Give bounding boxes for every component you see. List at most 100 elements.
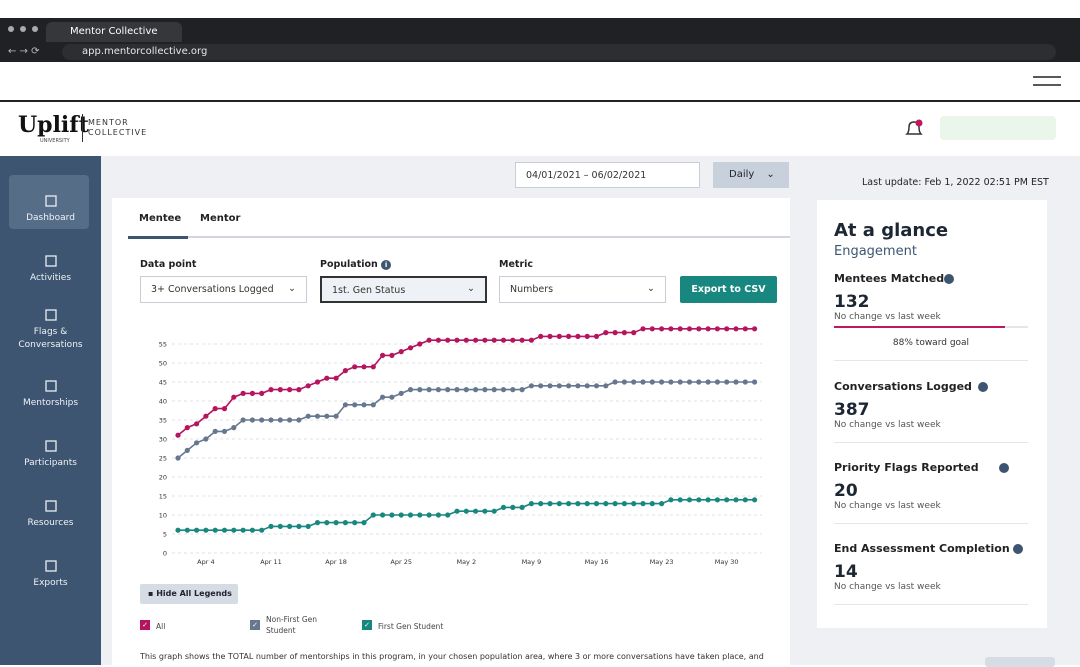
hamburger-menu[interactable] xyxy=(1033,74,1061,88)
browser-tab[interactable]: Mentor Collective xyxy=(46,22,182,42)
data-point xyxy=(463,387,469,393)
data-point xyxy=(426,337,432,343)
data-point xyxy=(649,379,655,385)
data-point xyxy=(240,390,246,396)
notification-bell[interactable] xyxy=(903,118,925,140)
sidebar-item[interactable]: Mentorships xyxy=(0,379,101,410)
chart-caption: This graph shows the TOTAL number of men… xyxy=(140,652,764,661)
data-point xyxy=(212,406,218,412)
data-point xyxy=(677,497,683,503)
data-point xyxy=(733,326,739,332)
sidebar-item[interactable]: Flags & Conversations xyxy=(0,308,101,352)
data-point xyxy=(259,390,265,396)
interval-select[interactable]: Daily ⌄ xyxy=(713,162,789,188)
data-point xyxy=(621,501,628,507)
data-point xyxy=(575,383,581,389)
filter-select[interactable]: 3+ Conversations Logged ⌄ xyxy=(140,276,307,303)
data-point xyxy=(426,387,432,393)
data-point xyxy=(547,383,553,389)
data-point xyxy=(194,421,200,427)
data-point xyxy=(491,387,497,393)
data-point xyxy=(287,387,293,393)
data-point xyxy=(370,402,376,408)
y-tick-label: 20 xyxy=(159,474,167,482)
data-point xyxy=(287,417,293,423)
data-point xyxy=(463,508,469,514)
data-point xyxy=(640,379,646,385)
data-point xyxy=(426,512,432,518)
date-range[interactable]: 04/01/2021 – 06/02/2021 xyxy=(515,162,700,188)
data-point xyxy=(370,512,376,518)
data-point xyxy=(668,497,674,503)
data-point xyxy=(277,387,283,393)
url-bar[interactable]: app.mentorcollective.org xyxy=(62,44,1056,60)
data-point xyxy=(621,379,628,385)
legend-label: First Gen Student xyxy=(378,622,444,631)
data-point xyxy=(584,333,590,339)
data-point xyxy=(333,413,339,419)
data-point xyxy=(398,390,404,396)
data-point xyxy=(593,333,600,339)
data-point xyxy=(500,504,507,510)
filter-select[interactable]: Numbers ⌄ xyxy=(499,276,666,303)
sidebar-icon xyxy=(44,560,57,572)
bottom-button[interactable] xyxy=(985,657,1055,667)
data-point xyxy=(686,497,693,503)
app-header: Uplift UNIVERSITY MENTOR COLLECTIVE xyxy=(0,100,1080,156)
data-point xyxy=(212,428,218,434)
data-point xyxy=(407,512,414,518)
sidebar-item[interactable]: Participants xyxy=(0,439,101,470)
data-point xyxy=(445,512,451,518)
data-point xyxy=(435,512,441,518)
data-point xyxy=(566,501,572,507)
logo: Uplift xyxy=(18,112,89,138)
data-point xyxy=(314,379,321,385)
export-button[interactable]: Export to CSV xyxy=(680,276,777,303)
legend-toggle[interactable]: ▪ Hide All Legends xyxy=(140,584,238,604)
interval-value: Daily xyxy=(729,169,755,180)
y-tick-label: 45 xyxy=(159,379,167,387)
tab[interactable]: Mentor xyxy=(200,213,241,224)
data-point xyxy=(212,527,218,533)
data-point xyxy=(612,501,618,507)
data-point xyxy=(268,387,274,393)
data-point xyxy=(370,364,376,370)
data-point xyxy=(696,379,702,385)
x-tick-label: May 2 xyxy=(456,558,476,566)
y-tick-label: 40 xyxy=(159,398,167,406)
data-point xyxy=(324,520,330,526)
sidebar-item[interactable]: Activities xyxy=(0,254,101,285)
data-point xyxy=(352,402,358,408)
data-point xyxy=(380,352,386,358)
sidebar-label: Exports xyxy=(33,578,68,588)
y-tick-label: 35 xyxy=(159,417,167,425)
sidebar-icon xyxy=(44,255,57,267)
data-point xyxy=(473,508,479,514)
data-point xyxy=(342,402,348,408)
data-point xyxy=(184,527,190,533)
data-point xyxy=(231,425,237,431)
sidebar-item[interactable]: Resources xyxy=(0,499,101,530)
data-point xyxy=(407,345,414,351)
data-point xyxy=(538,501,544,507)
sidebar-label: Activities xyxy=(29,273,72,283)
metric-label: Mentees Matched xyxy=(834,272,945,285)
sidebar-icon xyxy=(44,309,57,321)
sidebar-item[interactable]: Exports xyxy=(0,559,101,590)
sidebar-label: Flags & Conversations xyxy=(18,327,83,350)
metric-divider xyxy=(834,523,1028,524)
data-point xyxy=(631,330,637,336)
data-point xyxy=(584,383,590,389)
data-point xyxy=(296,523,302,530)
data-point xyxy=(733,497,739,503)
data-point xyxy=(249,527,255,533)
data-point xyxy=(305,383,311,389)
tab[interactable]: Mentee xyxy=(139,213,182,224)
nav-buttons[interactable]: ← → ⟳ xyxy=(8,46,40,57)
data-point xyxy=(287,523,293,530)
filter-select[interactable]: 1st. Gen Status ⌄ xyxy=(320,276,487,303)
data-point xyxy=(194,440,200,446)
sidebar-item[interactable]: Dashboard xyxy=(0,194,101,225)
